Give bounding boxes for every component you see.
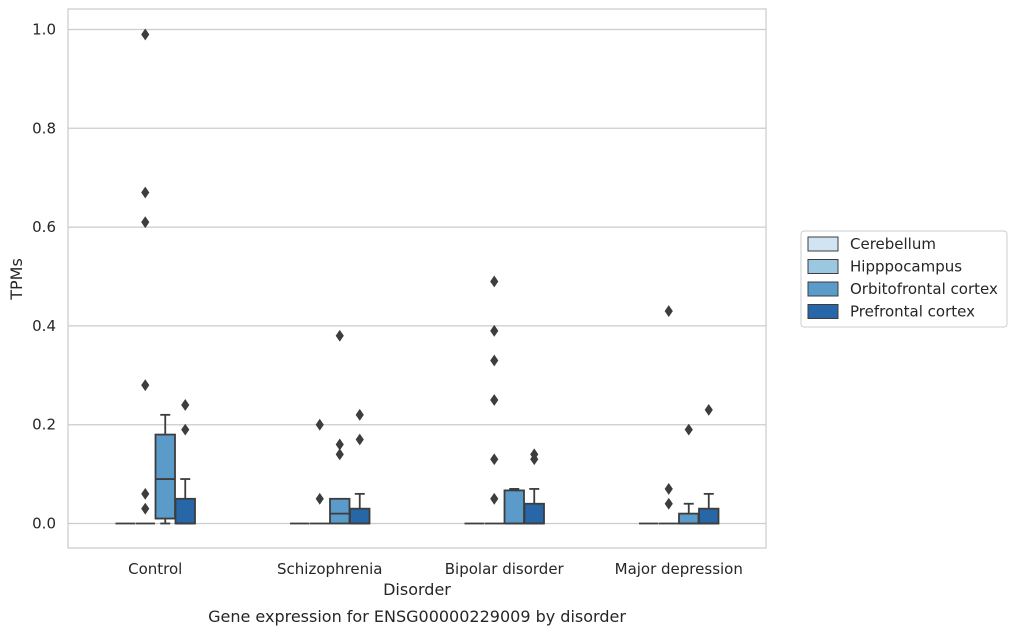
legend-swatch	[807, 304, 839, 319]
legend-item: Prefrontal cortex	[807, 303, 975, 321]
box-plot	[523, 448, 545, 525]
outlier-point	[490, 394, 499, 406]
outlier-point	[141, 186, 150, 199]
box-plot	[678, 423, 700, 525]
box-plot	[698, 403, 720, 525]
outlier-point	[490, 492, 499, 505]
outlier-point	[315, 492, 324, 505]
outlier-point	[181, 423, 190, 436]
box-plot	[484, 275, 504, 525]
legend-label: Hipppocampus	[850, 258, 962, 276]
outlier-point	[335, 329, 344, 342]
x-tick-label: Control	[128, 560, 182, 578]
x-axis-label: Disorder	[383, 580, 451, 599]
y-tick-label: 0.4	[32, 317, 56, 335]
outlier-point	[335, 448, 344, 461]
series-prefrontal-cortex	[174, 399, 720, 525]
y-tick-label: 0.8	[32, 119, 56, 137]
legend-item: Cerebellum	[807, 235, 936, 253]
legend-swatch	[807, 236, 839, 252]
outlier-point	[664, 305, 673, 317]
outlier-point	[141, 487, 150, 500]
box-plot	[310, 418, 330, 525]
outlier-point	[664, 483, 673, 495]
box-plot	[349, 408, 371, 525]
box-plot	[174, 399, 196, 525]
y-tick-label: 0.6	[32, 218, 56, 236]
box-iqr	[523, 502, 545, 525]
outlier-point	[181, 399, 190, 411]
legend-label: Orbitofrontal cortex	[850, 280, 998, 298]
outlier-point	[141, 28, 150, 41]
box-iqr	[503, 489, 525, 525]
outlier-point	[141, 379, 150, 392]
series-hipppocampus	[135, 28, 679, 525]
legend-item: Hipppocampus	[807, 258, 962, 276]
legend-label: Cerebellum	[850, 235, 936, 253]
outlier-point	[490, 453, 499, 466]
legend-swatch	[807, 281, 839, 297]
outlier-point	[530, 448, 539, 461]
outlier-point	[664, 497, 673, 510]
box-plot	[154, 413, 176, 525]
outlier-point	[490, 354, 499, 367]
box-plot	[135, 28, 155, 525]
chart-caption: Gene expression for ENSG00000229009 by d…	[208, 607, 626, 626]
legend-swatch	[807, 259, 839, 274]
outlier-point	[141, 502, 150, 515]
box-iqr	[154, 433, 176, 520]
outlier-point	[141, 216, 150, 229]
legend: Cerebellum Hipppocampus Orbitofrontal cort…	[800, 230, 1008, 328]
plot-area-frame	[67, 8, 767, 549]
box-iqr	[349, 507, 371, 525]
x-tick-label: Major depression	[615, 560, 743, 578]
outlier-point	[684, 423, 693, 436]
outlier-point	[355, 433, 364, 446]
legend-frame	[800, 230, 1008, 328]
x-tick-label: Schizophrenia	[277, 560, 382, 578]
outlier-point	[355, 408, 364, 421]
outlier-point	[490, 275, 499, 288]
outlier-point	[490, 324, 499, 337]
x-tick-label: Bipolar disorder	[445, 560, 565, 578]
box-plot	[503, 488, 525, 525]
outlier-point	[315, 418, 324, 431]
outlier-point	[704, 403, 713, 416]
y-tick-label: 0.0	[32, 515, 56, 533]
box-iqr	[329, 497, 351, 525]
box-plot	[329, 329, 351, 525]
box-plot	[659, 305, 679, 525]
box-series-group	[115, 28, 720, 525]
box-iqr	[678, 512, 700, 525]
box-iqr	[174, 497, 196, 525]
y-tick-label: 1.0	[32, 21, 56, 39]
box-iqr	[698, 507, 720, 525]
y-axis-label: TPMs	[7, 258, 26, 301]
outlier-point	[335, 438, 344, 451]
axis-ticks: 0.0 0.2 0.4 0.6 0.8 1.0 Control Schizophrenia Bi…	[32, 21, 743, 579]
series-orbitofrontal-cortex	[154, 329, 700, 525]
legend-label: Prefrontal cortex	[850, 303, 975, 321]
y-tick-label: 0.2	[32, 416, 56, 434]
legend-item: Orbitofrontal cortex	[807, 280, 998, 298]
